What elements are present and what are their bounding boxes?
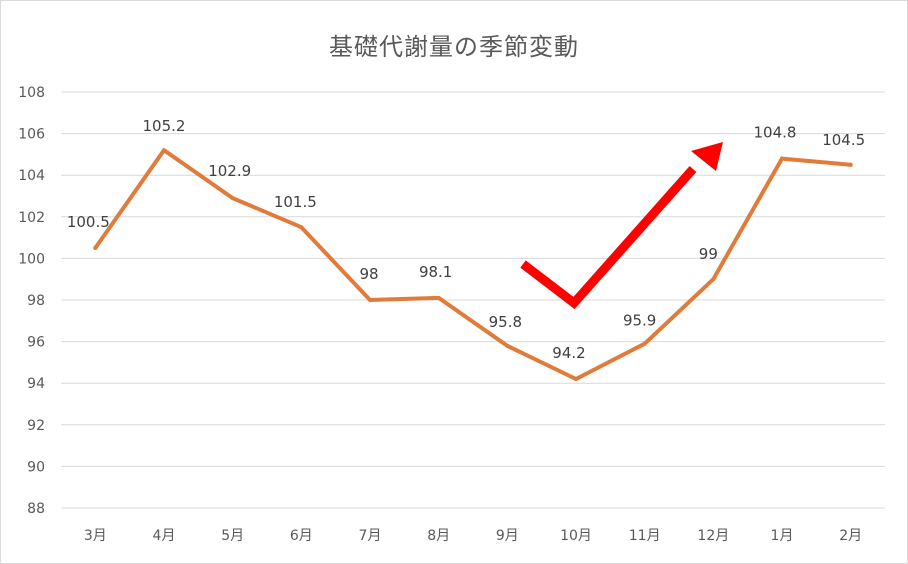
x-tick-label: 3月 bbox=[84, 528, 107, 544]
data-label: 104.5 bbox=[822, 131, 865, 149]
data-point bbox=[574, 377, 578, 382]
x-tick-label: 1月 bbox=[771, 528, 794, 544]
y-tick-label: 96 bbox=[27, 335, 45, 351]
data-label: 99 bbox=[699, 245, 718, 263]
data-point bbox=[299, 225, 304, 230]
y-tick-label: 92 bbox=[27, 418, 45, 434]
data-point bbox=[368, 298, 372, 302]
x-tick-label: 2月 bbox=[839, 528, 862, 544]
series-line bbox=[93, 148, 853, 381]
data-label: 102.9 bbox=[208, 162, 251, 180]
x-tick-label: 8月 bbox=[427, 528, 450, 544]
data-point bbox=[642, 341, 647, 346]
data-point bbox=[848, 162, 853, 167]
y-tick-label: 104 bbox=[18, 168, 45, 184]
data-point bbox=[711, 277, 716, 282]
y-tick-label: 90 bbox=[27, 459, 45, 475]
x-tick-label: 10月 bbox=[560, 528, 592, 544]
data-label: 104.8 bbox=[754, 124, 797, 142]
data-label: 105.2 bbox=[143, 117, 186, 135]
data-point bbox=[93, 246, 98, 250]
data-label: 95.9 bbox=[623, 312, 656, 330]
x-tick-label: 9月 bbox=[496, 528, 519, 544]
x-tick-label: 7月 bbox=[359, 528, 382, 544]
y-tick-label: 106 bbox=[18, 127, 45, 143]
y-tick-label: 88 bbox=[27, 501, 45, 517]
data-point bbox=[505, 343, 510, 348]
y-tick-label: 94 bbox=[27, 376, 45, 392]
data-label: 95.8 bbox=[489, 313, 522, 331]
y-tick-label: 108 bbox=[18, 85, 45, 101]
data-label: 94.2 bbox=[552, 344, 585, 362]
data-label: 98.1 bbox=[419, 263, 452, 281]
data-point bbox=[436, 295, 441, 300]
data-label: 101.5 bbox=[274, 193, 317, 211]
data-label: 98 bbox=[359, 265, 378, 283]
y-tick-label: 102 bbox=[18, 210, 45, 226]
x-tick-label: 11月 bbox=[629, 528, 661, 544]
data-point bbox=[162, 148, 166, 153]
y-tick-label: 100 bbox=[18, 251, 45, 267]
data-label: 100.5 bbox=[67, 213, 110, 231]
x-tick-label: 12月 bbox=[697, 528, 729, 544]
arrow-head bbox=[691, 142, 723, 171]
data-point bbox=[230, 196, 235, 201]
y-tick-label: 98 bbox=[27, 293, 45, 309]
x-tick-label: 6月 bbox=[290, 528, 313, 544]
x-tick-label: 5月 bbox=[221, 528, 244, 544]
chart-title: 基礎代謝量の季節変動 bbox=[329, 33, 579, 61]
x-tick-label: 4月 bbox=[153, 528, 176, 544]
data-point bbox=[780, 156, 784, 161]
arrow-shaft bbox=[520, 166, 697, 310]
